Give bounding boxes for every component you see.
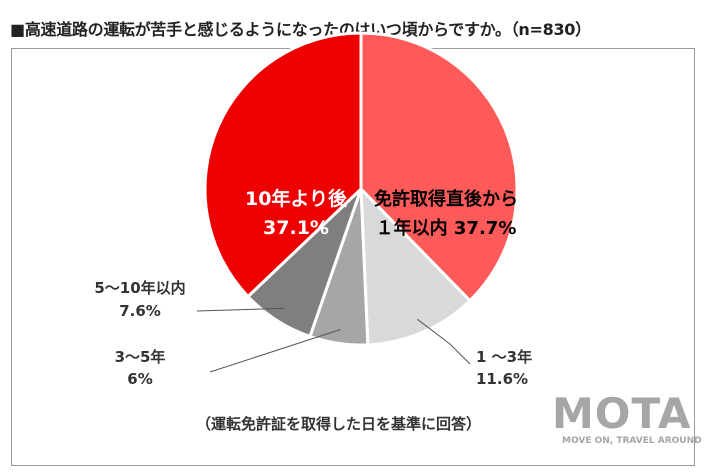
chart-title: ■高速道路の運転が苦手と感じるようになったのはいつ頃からですか。（n=830） [10, 20, 591, 39]
slice-value-3-5-years: 6% [127, 370, 152, 388]
chart-note: （運転免許証を取得した日を基準に回答） [196, 415, 482, 433]
logo-tagline: MOVE ON, TRAVEL AROUND [562, 436, 702, 446]
leader-lines [196, 307, 471, 373]
slice-value-within-1-year: １年以内 37.7% [376, 217, 517, 239]
pie-slices [203, 31, 519, 347]
slice-label-1-3-years: 1 ～3年 [476, 348, 532, 366]
slice-after-10-years [203, 31, 363, 298]
logo-mark: MOTA [552, 389, 692, 438]
slice-label-3-5-years: 3～5年 [115, 348, 166, 366]
slice-label-5-10-years: 5～10年以内 [94, 279, 185, 297]
slice-label-within-1-year: 免許取得直後から [374, 188, 518, 210]
slice-within-1-year [359, 31, 519, 303]
leader-5-10-years [196, 307, 285, 312]
slice-value-5-10-years: 7.6% [119, 302, 161, 320]
slice-value-after-10-years: 37.1% [263, 217, 329, 239]
mota-logo: MOTA MOVE ON, TRAVEL AROUND [552, 389, 702, 456]
leader-3-5-years [209, 329, 341, 373]
slice-value-1-3-years: 11.6% [476, 370, 528, 388]
slice-label-after-10-years: 10年より後 [245, 187, 348, 210]
slice-labels: 免許取得直後から １年以内 37.7% 10年より後 37.1% 1 ～3年 11.6% 3… [94, 187, 532, 388]
slice-1-3-years [359, 187, 472, 347]
leader-1-3-years [417, 318, 471, 365]
